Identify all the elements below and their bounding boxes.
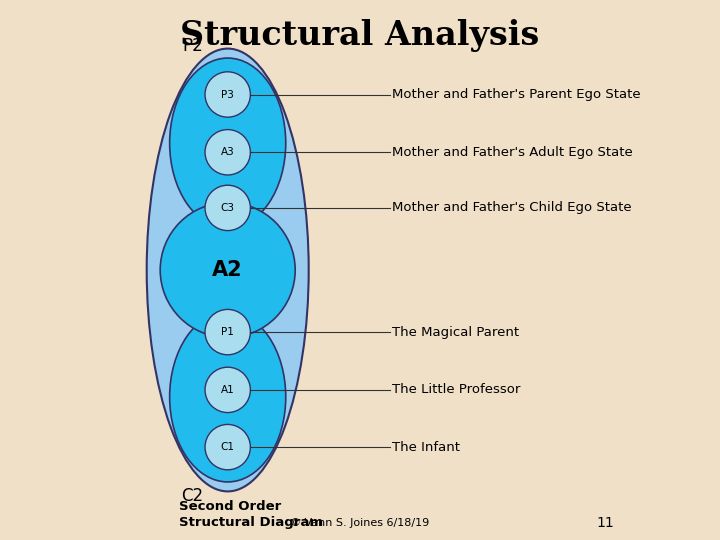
Text: Mother and Father's Adult Ego State: Mother and Father's Adult Ego State: [392, 146, 633, 159]
Text: The Magical Parent: The Magical Parent: [392, 326, 520, 339]
Circle shape: [205, 367, 251, 413]
Text: Structural Analysis: Structural Analysis: [181, 19, 539, 52]
Circle shape: [205, 130, 251, 175]
Text: The Little Professor: The Little Professor: [392, 383, 521, 396]
Text: C2: C2: [181, 487, 204, 505]
Text: 11: 11: [596, 516, 613, 530]
Text: A2: A2: [212, 260, 243, 280]
Ellipse shape: [170, 312, 286, 482]
Text: Mother and Father's Parent Ego State: Mother and Father's Parent Ego State: [392, 88, 641, 101]
Text: A1: A1: [221, 385, 235, 395]
Circle shape: [205, 309, 251, 355]
Circle shape: [205, 424, 251, 470]
Circle shape: [205, 185, 251, 231]
Text: The Infant: The Infant: [392, 441, 460, 454]
Circle shape: [160, 202, 295, 338]
Text: C3: C3: [221, 203, 235, 213]
Text: P2: P2: [182, 37, 203, 55]
Text: C1: C1: [221, 442, 235, 452]
Text: Structural Diagram: Structural Diagram: [179, 516, 323, 529]
Circle shape: [205, 72, 251, 117]
Ellipse shape: [147, 49, 309, 491]
Text: A3: A3: [221, 147, 235, 157]
Text: P1: P1: [221, 327, 234, 337]
Text: Mother and Father's Child Ego State: Mother and Father's Child Ego State: [392, 201, 632, 214]
Text: Second Order: Second Order: [179, 500, 282, 513]
Text: © Vann S. Joines 6/18/19: © Vann S. Joines 6/18/19: [290, 518, 430, 528]
Ellipse shape: [170, 58, 286, 228]
Text: P3: P3: [221, 90, 234, 99]
